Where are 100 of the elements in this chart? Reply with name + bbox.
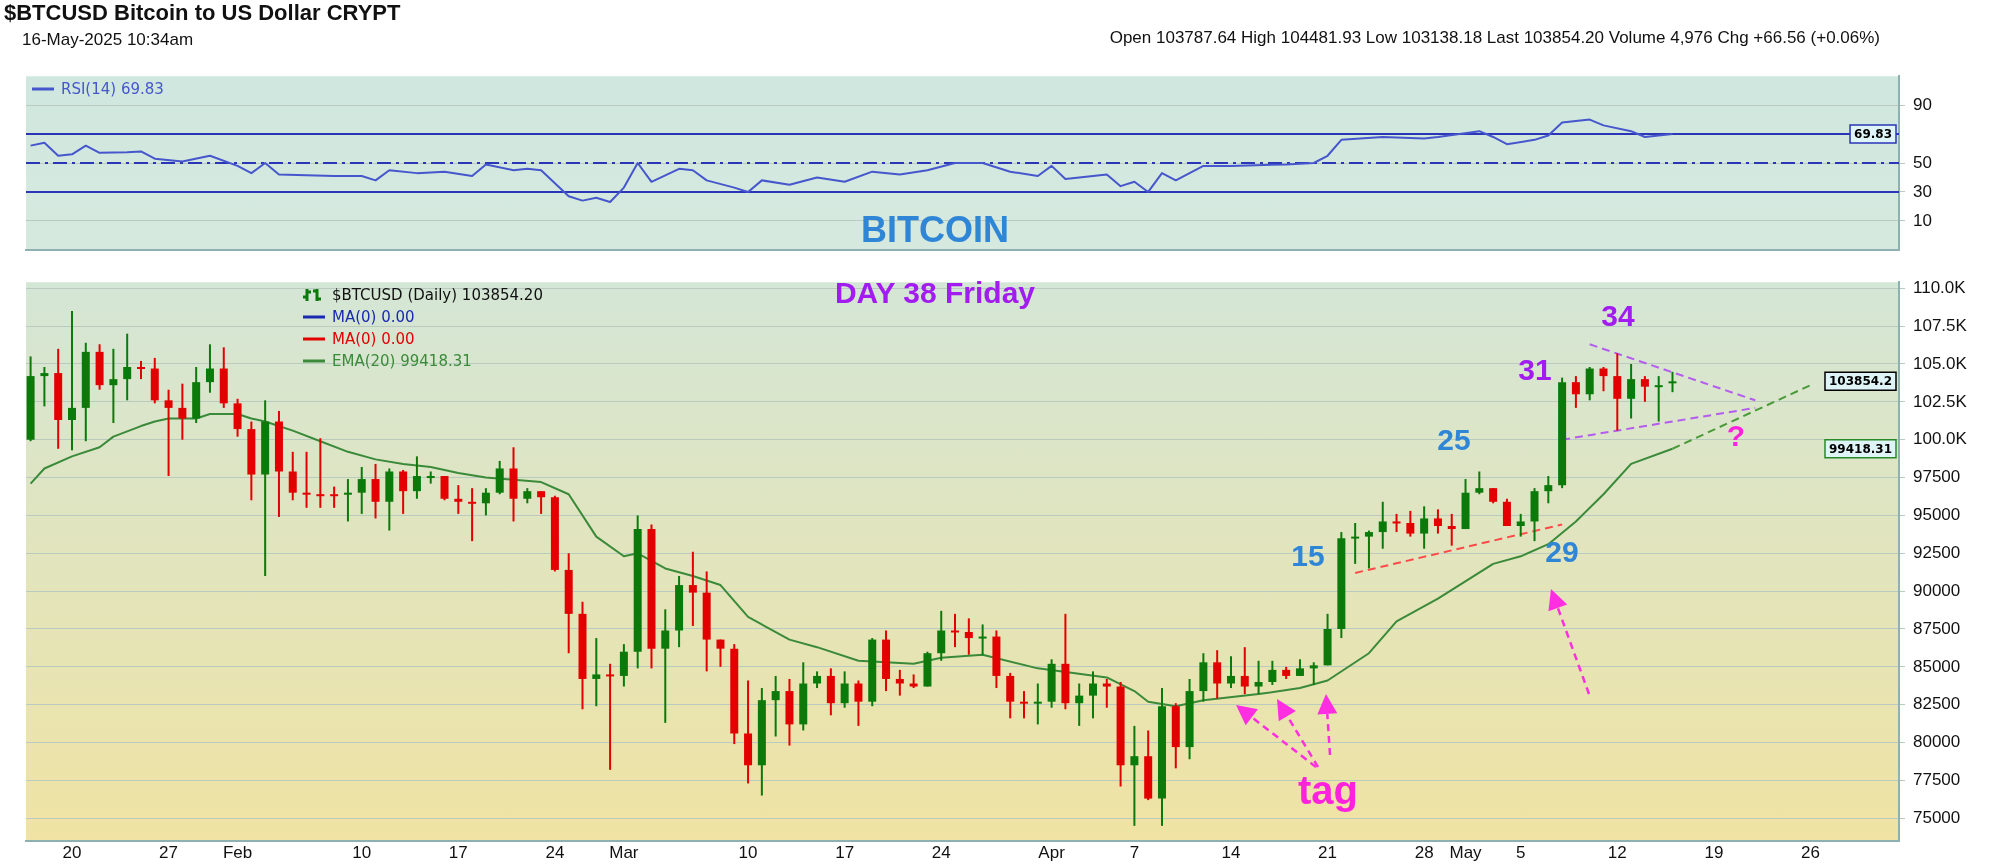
x-tick-label: 17 — [448, 842, 468, 862]
candlestick — [1364, 529, 1373, 570]
chart-subtitle: 16-May-2025 10:34am — [22, 30, 194, 50]
y-tick-label: 100.0K — [1913, 429, 1968, 449]
candlestick — [1406, 509, 1415, 538]
candlestick — [205, 343, 214, 394]
x-tick-label: 28 — [1414, 842, 1434, 862]
candlestick — [1544, 475, 1553, 505]
candlestick — [357, 465, 366, 515]
legend-label: MA(0) 0.00 — [332, 307, 415, 329]
candlestick — [1447, 512, 1456, 547]
candlestick — [426, 470, 435, 485]
candlestick — [771, 674, 780, 738]
candlestick — [1475, 470, 1484, 496]
x-tick-label: 24 — [545, 842, 565, 862]
annotation: tag — [1298, 768, 1358, 813]
candlestick — [1033, 682, 1042, 726]
candlestick — [895, 668, 904, 697]
candlestick — [330, 485, 339, 509]
candlestick — [1351, 521, 1360, 565]
candlestick — [1075, 682, 1084, 727]
candlestick — [1089, 670, 1097, 720]
candlestick — [454, 484, 463, 515]
candlestick — [937, 609, 946, 662]
candlestick — [371, 462, 380, 520]
y-tick-label: 90000 — [1913, 580, 1961, 600]
x-tick-label: 21 — [1318, 842, 1338, 862]
y-tick-label: 85000 — [1913, 656, 1961, 676]
candlestick — [978, 623, 987, 656]
candlestick — [302, 450, 311, 509]
candlestick — [1640, 375, 1649, 403]
candlestick — [1571, 375, 1580, 409]
x-tick-label: 10 — [738, 842, 758, 862]
candlestick — [592, 637, 601, 708]
candlestick — [716, 638, 725, 668]
y-tick-label: 77500 — [1913, 770, 1961, 790]
candlestick — [67, 309, 76, 452]
y-tick-label: 75000 — [1913, 807, 1961, 827]
annotation: 15 — [1291, 539, 1325, 573]
candlestick — [1627, 362, 1636, 420]
candlestick — [1254, 659, 1263, 696]
candlestick — [109, 347, 118, 425]
candlestick — [1268, 659, 1277, 687]
candlestick — [1433, 508, 1442, 535]
candlestick — [468, 487, 477, 543]
candlestick — [1392, 512, 1401, 534]
chart-title: $BTCUSD Bitcoin to US Dollar CRYPT — [4, 0, 401, 26]
annotation: BITCOIN — [861, 208, 1009, 250]
annotation: 69.83 — [1854, 127, 1893, 142]
x-tick-label: Apr — [1038, 842, 1066, 862]
candlestick — [1309, 661, 1318, 687]
x-tick-label: 10 — [352, 842, 372, 862]
x-tick-label: 14 — [1221, 842, 1241, 862]
x-tick-label: 20 — [62, 842, 82, 862]
x-tick-label: Mar — [609, 842, 639, 862]
candlestick — [840, 670, 849, 709]
annotation: 99418.31 — [1828, 441, 1893, 456]
legend-label: MA(0) 0.00 — [332, 329, 415, 351]
candlestick — [440, 475, 449, 502]
annotation: 34 — [1601, 299, 1635, 333]
candlestick — [178, 382, 187, 441]
candlestick — [136, 359, 145, 381]
y-tick-label: 30 — [1913, 181, 1932, 201]
candlestick — [1130, 724, 1139, 827]
candlestick — [1654, 375, 1663, 423]
annotation: 31 — [1518, 353, 1552, 387]
y-tick-label: 80000 — [1913, 732, 1961, 752]
candlestick — [164, 388, 173, 478]
legend-label: $BTCUSD (Daily) 103854.20 — [332, 285, 543, 307]
candlestick — [1613, 352, 1622, 432]
y-tick-label: 92500 — [1913, 542, 1961, 562]
x-tick-label: 26 — [1801, 842, 1820, 862]
y-tick-label: 102.5K — [1913, 391, 1968, 411]
candlestick — [1668, 370, 1677, 394]
y-tick-label: 10 — [1913, 210, 1932, 230]
x-tick-label: 24 — [931, 842, 951, 862]
candlestick — [537, 490, 546, 515]
x-tick-label: 17 — [835, 842, 855, 862]
y-tick-label: 82500 — [1913, 694, 1961, 714]
candlestick — [1020, 690, 1029, 720]
candlestick — [1516, 512, 1525, 538]
x-tick-label: May — [1449, 842, 1483, 862]
candlestick — [1599, 366, 1608, 393]
y-tick-label: 95000 — [1913, 505, 1961, 525]
candlestick — [1226, 655, 1235, 690]
candlestick — [1378, 500, 1387, 550]
candlestick — [40, 366, 49, 408]
x-tick-label: Feb — [222, 842, 253, 862]
x-tick-label: 27 — [159, 842, 179, 862]
candlestick — [1420, 505, 1429, 550]
annotation: ? — [1726, 419, 1746, 453]
candlestick — [412, 455, 421, 500]
y-tick-label: 90 — [1913, 94, 1932, 114]
candlestick — [343, 478, 352, 523]
y-tick-label: 107.5K — [1913, 315, 1968, 335]
candlestick — [688, 550, 697, 627]
candlestick — [1240, 646, 1249, 696]
y-tick-label: 110.0K — [1913, 277, 1967, 297]
x-tick-label: 5 — [1515, 842, 1526, 862]
candlestick — [481, 487, 490, 517]
